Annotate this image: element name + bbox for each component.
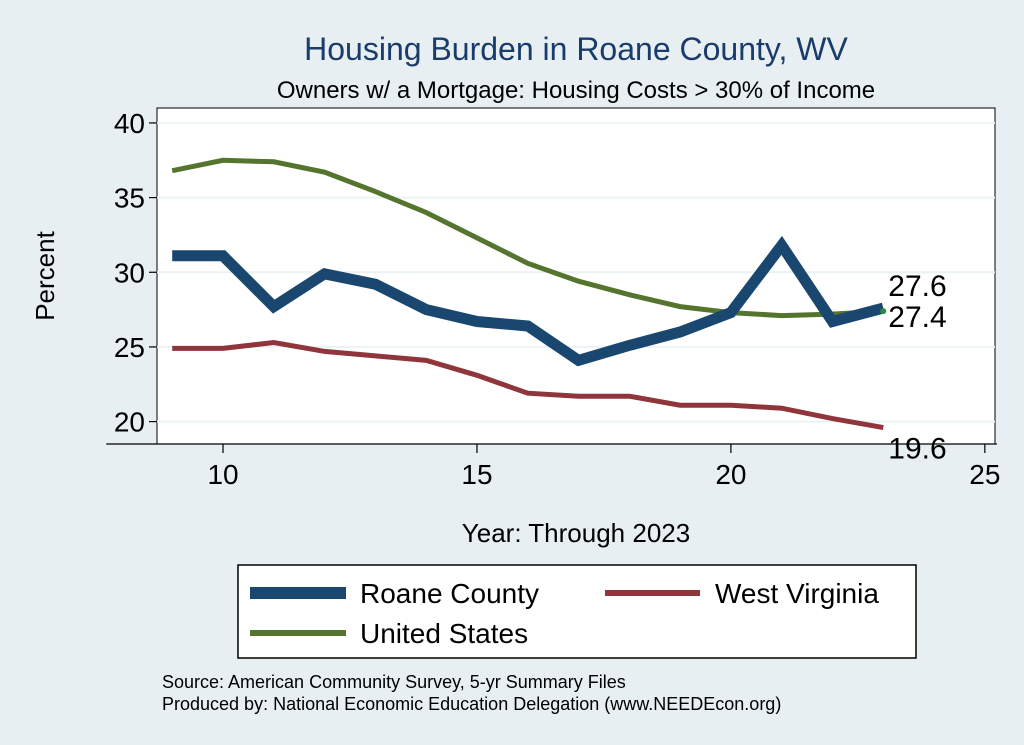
end-label-united-states: 27.4 [888,301,946,334]
series-line-roane-county [172,235,885,367]
x-tick-label: 25 [969,459,1000,490]
y-tick-label: 40 [114,108,145,139]
end-label-roane-county: 27.6 [888,270,946,303]
y-axis-label: Percent [30,230,60,320]
legend: Roane County West Virginia United States [250,578,879,649]
axes: 20 25 30 35 40 10 15 20 25 [106,108,1000,490]
y-tick-label: 35 [114,183,145,214]
y-tick-label: 25 [114,332,145,363]
end-label-west-virginia: 19.6 [888,433,946,466]
x-tick-label: 15 [461,459,492,490]
source-note: Source: American Community Survey, 5-yr … [162,672,626,692]
chart-title: Housing Burden in Roane County, WV [304,31,848,67]
x-axis-label: Year: Through 2023 [462,518,690,548]
end-labels: 27.6 19.6 27.4 [888,270,946,465]
legend-label-roane-county: Roane County [360,578,539,609]
series-line-united-states [171,157,884,319]
series-lines [171,157,887,431]
x-tick-label: 20 [715,459,746,490]
chart-subtitle: Owners w/ a Mortgage: Housing Costs > 30… [277,77,875,104]
x-tick-label: 10 [207,459,238,490]
legend-box [237,564,917,659]
series-line-west-virginia [172,339,884,431]
y-tick-label: 30 [114,257,145,288]
produced-note: Produced by: National Economic Education… [162,694,781,714]
series-end-marker [880,308,887,315]
y-tick-label: 20 [114,407,145,438]
legend-label-west-virginia: West Virginia [715,578,879,609]
legend-label-united-states: United States [360,618,528,649]
